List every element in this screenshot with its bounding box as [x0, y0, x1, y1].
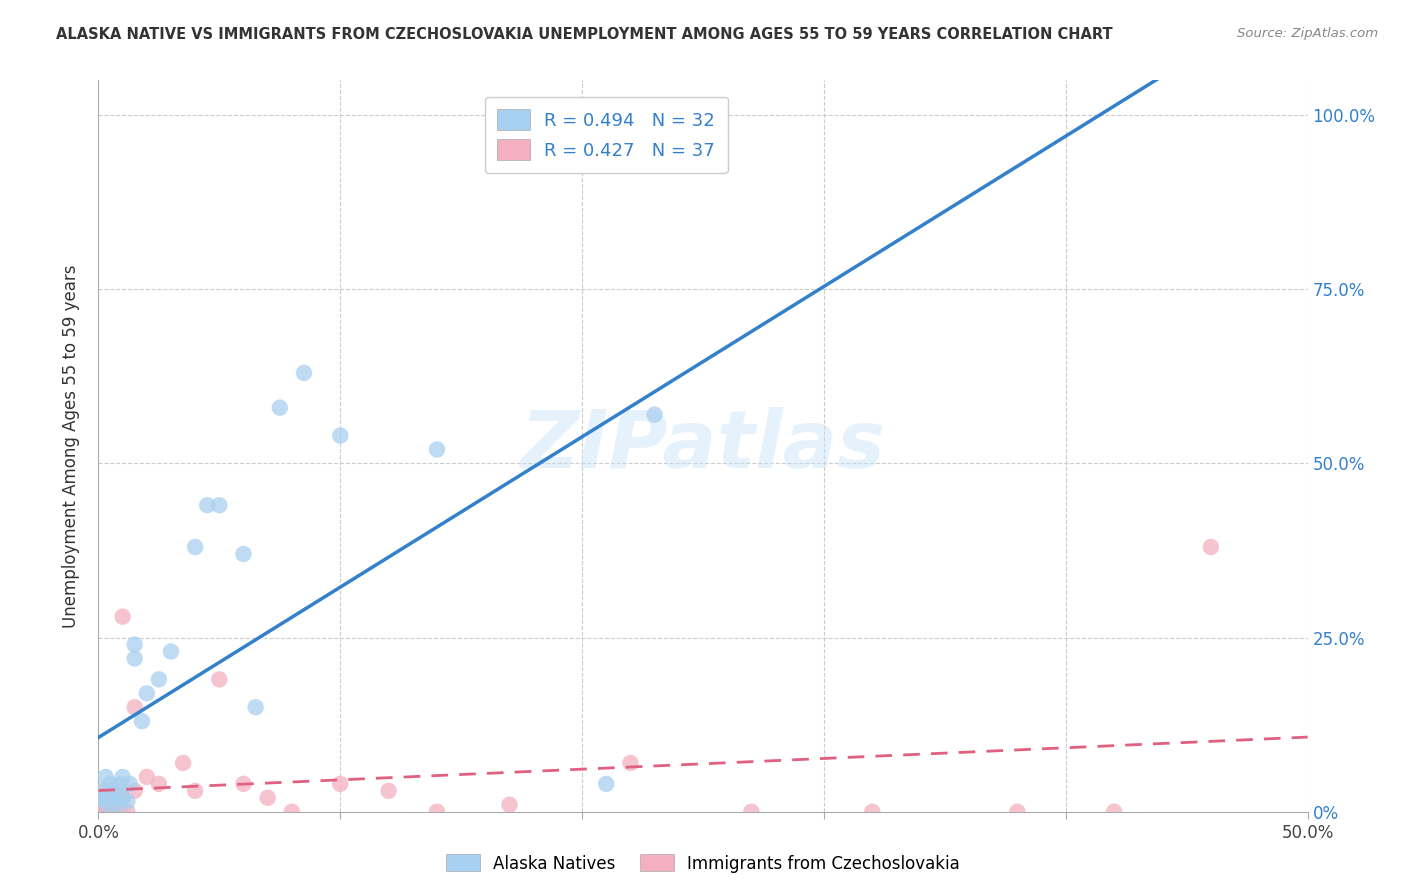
Point: [97, 797, 120, 812]
Point: [329, 777, 352, 791]
Point: [292, 366, 315, 380]
Point: [148, 777, 170, 791]
Point: [111, 790, 134, 805]
Point: [104, 784, 127, 798]
Point: [124, 700, 146, 714]
Point: [101, 790, 124, 805]
Point: [595, 777, 617, 791]
Point: [184, 784, 207, 798]
Point: [100, 777, 122, 791]
Point: [107, 790, 129, 805]
Point: [97, 797, 120, 812]
Point: [426, 442, 449, 457]
Point: [208, 673, 231, 687]
Text: ZIPatlas: ZIPatlas: [520, 407, 886, 485]
Point: [104, 797, 127, 812]
Point: [94, 805, 117, 819]
Text: ALASKA NATIVE VS IMMIGRANTS FROM CZECHOSLOVAKIA UNEMPLOYMENT AMONG AGES 55 TO 59: ALASKA NATIVE VS IMMIGRANTS FROM CZECHOS…: [56, 27, 1114, 42]
Point: [1007, 805, 1029, 819]
Point: [87, 790, 110, 805]
Point: [377, 784, 399, 798]
Point: [118, 777, 141, 791]
Legend: Alaska Natives, Immigrants from Czechoslovakia: Alaska Natives, Immigrants from Czechosl…: [440, 847, 966, 880]
Point: [184, 540, 207, 554]
Point: [100, 805, 122, 819]
Text: Source: ZipAtlas.com: Source: ZipAtlas.com: [1237, 27, 1378, 40]
Point: [111, 770, 134, 784]
Point: [498, 797, 520, 812]
Point: [644, 408, 666, 422]
Point: [91, 784, 114, 798]
Point: [148, 673, 170, 687]
Point: [108, 777, 131, 791]
Point: [232, 547, 254, 561]
Point: [208, 498, 231, 512]
Point: [94, 794, 117, 808]
Point: [1199, 540, 1222, 554]
Point: [269, 401, 291, 415]
Point: [135, 770, 157, 784]
Point: [111, 609, 134, 624]
Point: [124, 638, 146, 652]
Point: [860, 805, 883, 819]
Point: [90, 805, 112, 819]
Point: [245, 700, 267, 714]
Point: [619, 756, 641, 770]
Y-axis label: Unemployment Among Ages 55 to 59 years: Unemployment Among Ages 55 to 59 years: [62, 264, 80, 628]
Point: [117, 794, 139, 808]
Point: [111, 790, 134, 805]
Point: [329, 428, 352, 442]
Point: [91, 784, 114, 798]
Point: [107, 797, 129, 812]
Point: [87, 805, 110, 819]
Point: [281, 805, 304, 819]
Point: [135, 686, 157, 700]
Point: [124, 784, 146, 798]
Point: [101, 784, 124, 798]
Point: [90, 790, 112, 805]
Point: [426, 805, 449, 819]
Point: [232, 777, 254, 791]
Point: [117, 805, 139, 819]
Point: [740, 805, 762, 819]
Point: [195, 498, 218, 512]
Legend: R = 0.494   N = 32, R = 0.427   N = 37: R = 0.494 N = 32, R = 0.427 N = 37: [485, 96, 728, 173]
Point: [100, 784, 122, 798]
Point: [1102, 805, 1125, 819]
Point: [160, 644, 183, 658]
Point: [91, 805, 114, 819]
Point: [131, 714, 153, 728]
Point: [124, 651, 146, 665]
Point: [256, 790, 278, 805]
Point: [172, 756, 194, 770]
Point: [97, 790, 120, 805]
Point: [90, 797, 112, 812]
Point: [94, 770, 117, 784]
Point: [108, 805, 131, 819]
